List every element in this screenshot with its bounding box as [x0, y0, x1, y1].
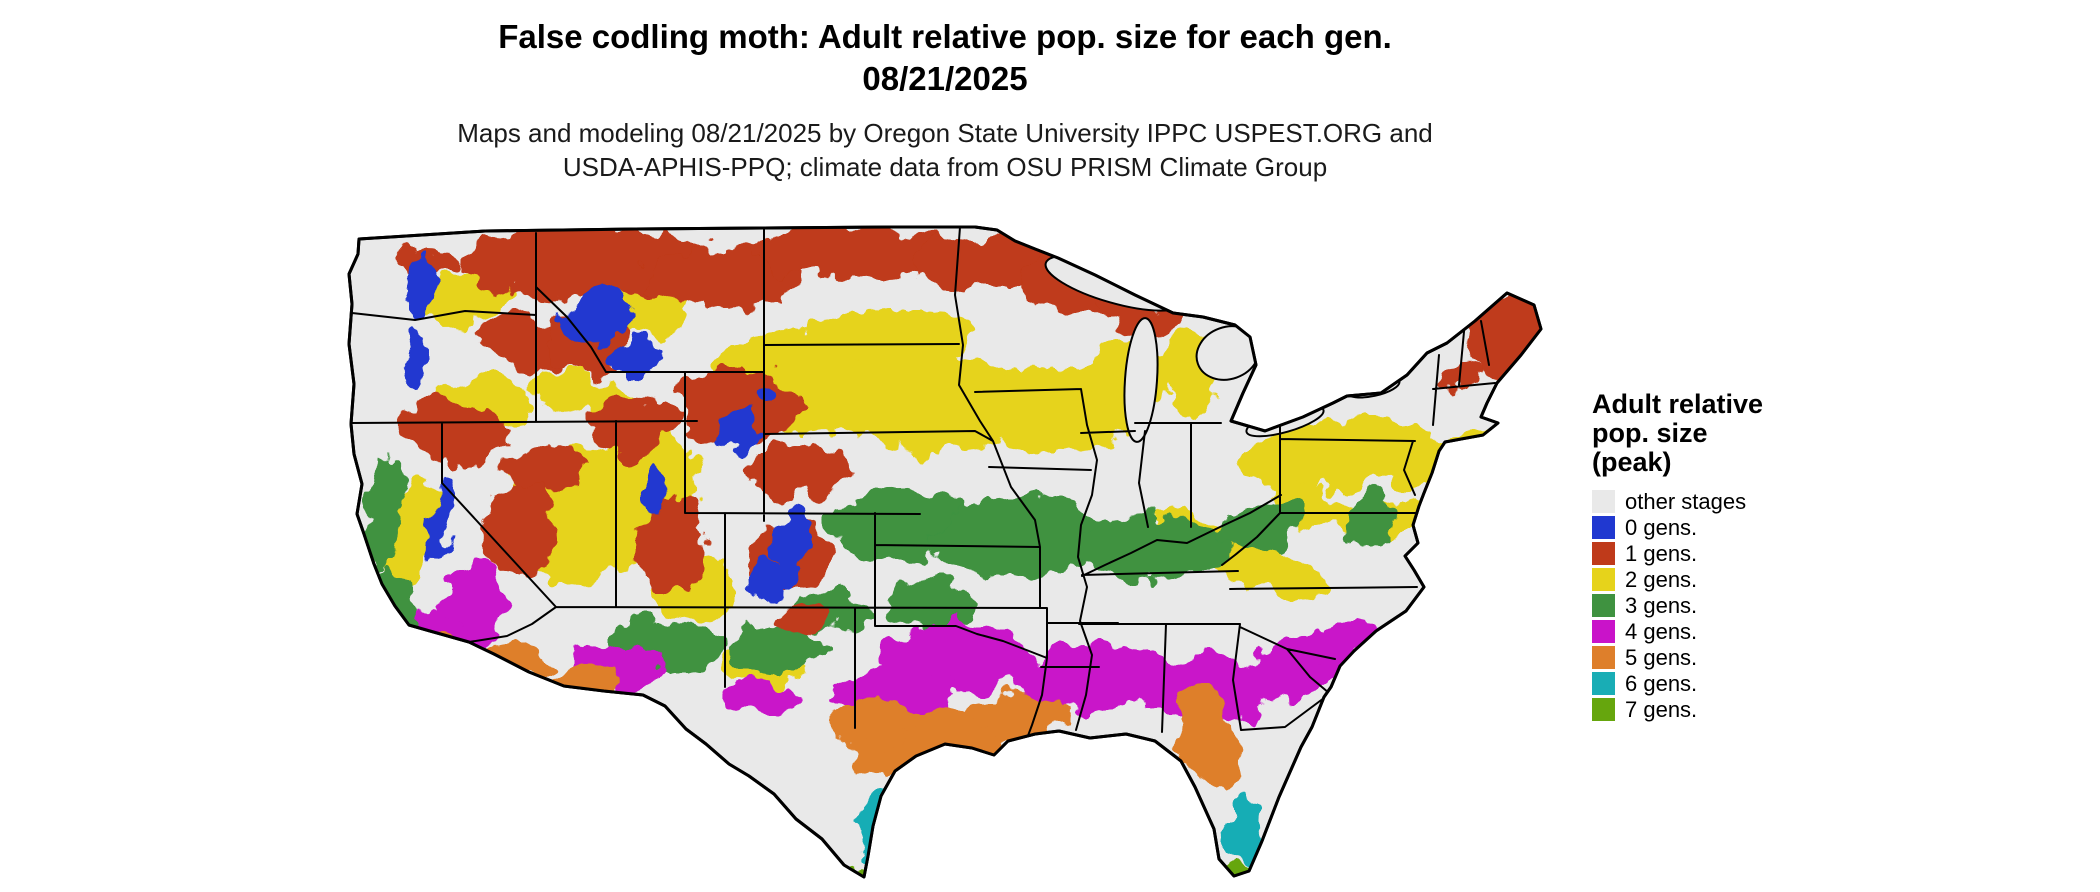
- legend-swatch: [1592, 672, 1615, 695]
- legend-item: 7 gens.: [1592, 697, 2062, 722]
- legend-item: 1 gens.: [1592, 541, 2062, 566]
- map-credits-line1: Maps and modeling 08/21/2025 by Oregon S…: [457, 118, 1433, 148]
- legend-item-label: 3 gens.: [1625, 593, 1698, 618]
- legend-title-line3: (peak): [1592, 447, 1672, 477]
- legend-swatch: [1592, 620, 1615, 643]
- state-borders: [350, 227, 1496, 742]
- legend-swatch: [1592, 646, 1615, 669]
- legend-item: 3 gens.: [1592, 593, 2062, 618]
- us-map: [335, 225, 1555, 885]
- legend-item: 0 gens.: [1592, 515, 2062, 540]
- map-title-line1: False codling moth: Adult relative pop. …: [498, 18, 1392, 55]
- map-title: False codling moth: Adult relative pop. …: [335, 16, 1555, 100]
- map-credits-line2: USDA-APHIS-PPQ; climate data from OSU PR…: [562, 152, 1328, 182]
- legend: Adult relative pop. size (peak) other st…: [1592, 390, 2062, 722]
- region-0-gens: [405, 253, 809, 601]
- legend-item-label: 5 gens.: [1625, 645, 1698, 670]
- title-block: False codling moth: Adult relative pop. …: [335, 16, 1555, 184]
- legend-items: other stages 0 gens. 1 gens. 2 gens. 3 g…: [1592, 489, 2062, 722]
- legend-item-label: 1 gens.: [1625, 541, 1698, 566]
- legend-item: 6 gens.: [1592, 671, 2062, 696]
- legend-swatch: [1592, 490, 1615, 513]
- map-credits: Maps and modeling 08/21/2025 by Oregon S…: [335, 116, 1555, 184]
- lake-michigan: [1123, 317, 1159, 443]
- legend-item-label: 4 gens.: [1625, 619, 1698, 644]
- region-4-gens: [412, 559, 1380, 729]
- map-title-date: 08/21/2025: [862, 60, 1028, 97]
- legend-title: Adult relative pop. size (peak): [1592, 390, 2062, 477]
- legend-swatch: [1592, 594, 1615, 617]
- region-2-gens: [378, 271, 1493, 683]
- legend-item: 4 gens.: [1592, 619, 2062, 644]
- us-map-svg: [347, 225, 1543, 879]
- legend-item-label: 0 gens.: [1625, 515, 1698, 540]
- legend-item-label: 2 gens.: [1625, 567, 1698, 592]
- us-outline: [347, 225, 1543, 879]
- legend-swatch: [1592, 516, 1615, 539]
- legend-item: 5 gens.: [1592, 645, 2062, 670]
- legend-item: other stages: [1592, 489, 2062, 514]
- legend-item: 2 gens.: [1592, 567, 2062, 592]
- legend-swatch: [1592, 542, 1615, 565]
- legend-swatch: [1592, 698, 1615, 721]
- legend-title-line2: pop. size: [1592, 418, 1708, 448]
- legend-item-label: 6 gens.: [1625, 671, 1698, 696]
- legend-item-label: 7 gens.: [1625, 697, 1698, 722]
- legend-title-line1: Adult relative: [1592, 389, 1764, 419]
- legend-swatch: [1592, 568, 1615, 591]
- legend-item-label: other stages: [1625, 489, 1747, 514]
- region-7-gens: [847, 863, 1259, 877]
